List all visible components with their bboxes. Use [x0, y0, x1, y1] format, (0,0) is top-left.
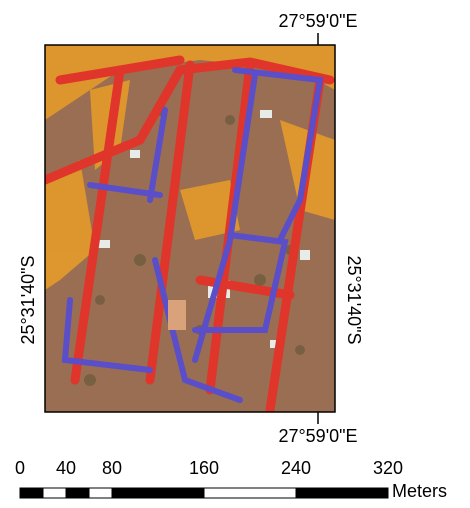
scale-segment [204, 488, 296, 498]
map-figure: 27°59'0"E 27°59'0"E 25°31'40"S 25°31'40"… [0, 0, 470, 508]
scale-segment [20, 488, 43, 498]
top-longitude: 27°59'0"E [278, 11, 357, 31]
scale-tick-label: 0 [15, 458, 25, 478]
scale-segment [296, 488, 388, 498]
scale-tick-label: 160 [189, 458, 219, 478]
scale-segment [112, 488, 204, 498]
scale-segment [66, 488, 89, 498]
scale-segment [43, 488, 66, 498]
bottom-longitude: 27°59'0"E [278, 426, 357, 446]
scale-segment [89, 488, 112, 498]
left-latitude: 25°31'40"S [18, 255, 38, 344]
scale-tick-label: 320 [373, 458, 403, 478]
scale-tick-label: 40 [56, 458, 76, 478]
scale-tick-label: 80 [102, 458, 122, 478]
satellite-map [45, 45, 335, 412]
right-latitude: 25°31'40"S [344, 255, 364, 344]
scale-tick-label: 240 [281, 458, 311, 478]
scale-bar: 0 40 80 160 240 320 Meters [15, 458, 447, 501]
scale-unit: Meters [392, 481, 447, 501]
